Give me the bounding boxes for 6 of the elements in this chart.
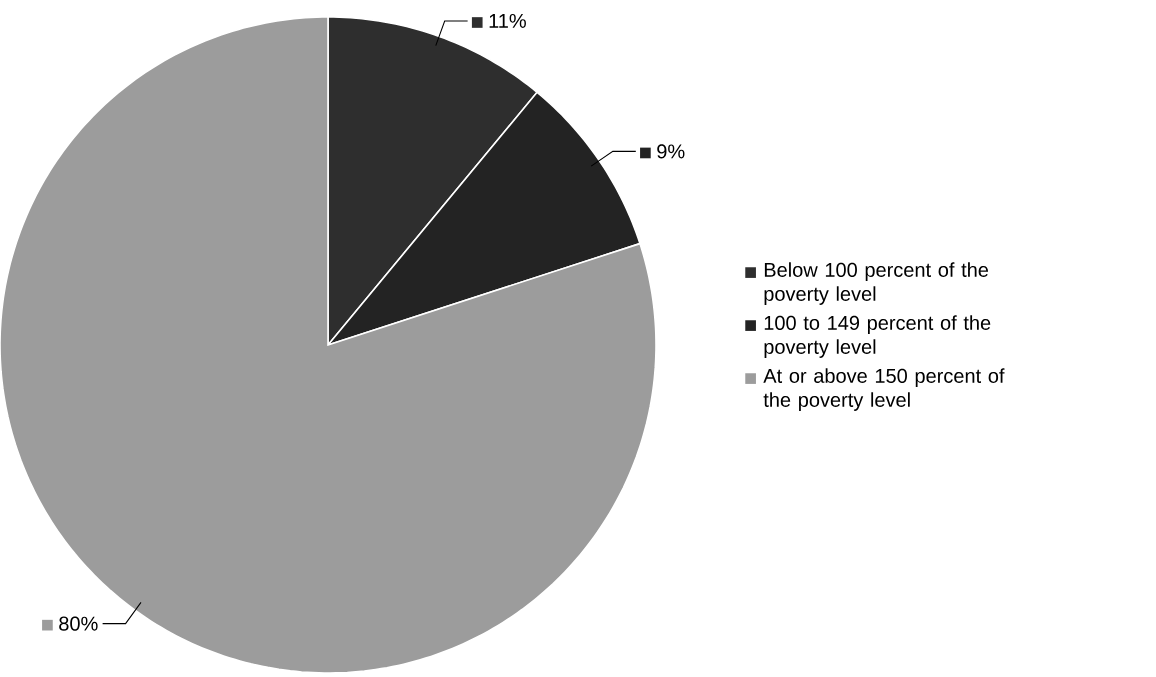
data-label: 11% [489,13,526,28]
legend-label: 100 to 149 percent of the poverty level [764,315,991,358]
legend-label: Below 100 percent of the poverty level [764,262,989,305]
legend-label: At or above 150 percent of the poverty level [763,368,1005,411]
data-label: 80% [59,616,98,631]
data-label: 9% [657,144,685,159]
